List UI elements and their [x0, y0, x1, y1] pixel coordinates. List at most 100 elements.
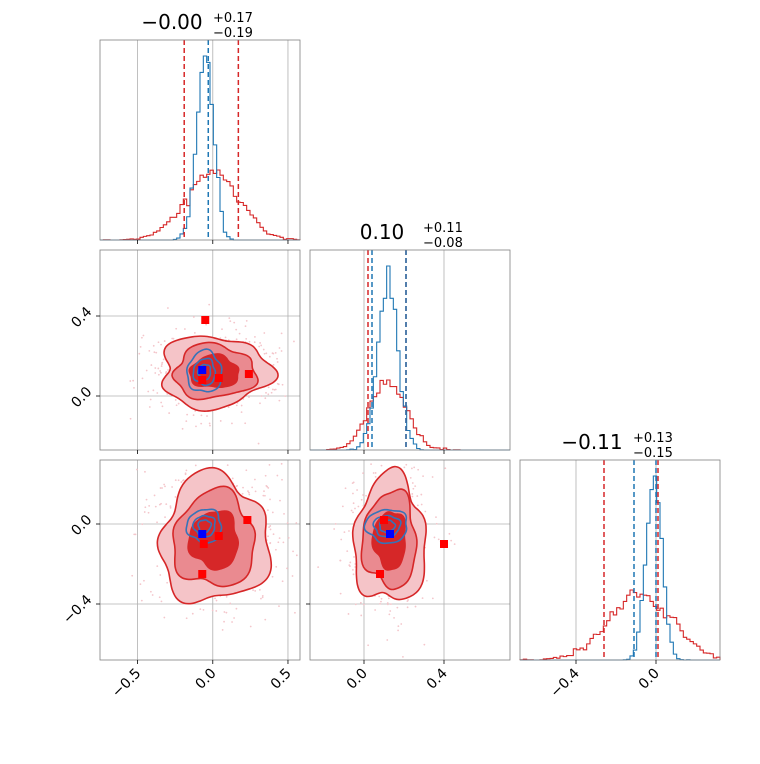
scatter-point — [380, 464, 383, 467]
scatter-point — [268, 463, 271, 466]
scatter-point — [177, 479, 180, 482]
scatter-point — [410, 467, 413, 470]
scatter-point — [264, 618, 267, 621]
scatter-point — [223, 620, 225, 623]
x-tick-label: 0.0 — [344, 666, 371, 693]
scatter-point — [141, 336, 143, 339]
scatter-point — [380, 600, 382, 603]
scatter-point — [160, 401, 163, 404]
scatter-point — [397, 625, 400, 628]
scatter-point — [161, 405, 164, 408]
scatter-point — [185, 617, 188, 620]
scatter-point — [150, 364, 153, 366]
scatter-point — [141, 523, 144, 526]
marker-reference — [199, 540, 208, 548]
scatter-point — [380, 597, 383, 600]
scatter-point — [261, 594, 264, 597]
scatter-point — [448, 532, 451, 535]
scatter-point — [223, 611, 226, 613]
scatter-point — [339, 559, 342, 562]
scatter-point — [264, 474, 267, 477]
scatter-point — [257, 442, 260, 445]
scatter-point — [268, 526, 271, 529]
y-tick-label: 0.0 — [68, 512, 95, 539]
scatter-point — [277, 541, 280, 544]
scatter-point — [348, 564, 351, 567]
scatter-point — [263, 332, 266, 334]
scatter-point — [133, 533, 136, 536]
scatter-point — [139, 583, 142, 586]
scatter-point — [260, 395, 263, 397]
scatter-point — [160, 343, 162, 346]
scatter-point — [259, 402, 261, 405]
scatter-point — [258, 588, 261, 591]
scatter-point — [286, 522, 289, 524]
scatter-point — [437, 538, 440, 541]
scatter-point — [156, 392, 159, 394]
marker-reference — [243, 516, 252, 524]
scatter-point — [397, 629, 399, 632]
marker-reference — [198, 570, 207, 578]
scatter-point — [416, 495, 419, 497]
scatter-point — [271, 388, 274, 391]
scatter-point — [412, 487, 415, 490]
scatter-point — [431, 597, 434, 600]
scatter-point — [192, 414, 195, 417]
scatter-point — [450, 539, 453, 542]
scatter-point — [267, 487, 270, 489]
scatter-point — [262, 348, 265, 351]
panel-frame — [309, 459, 511, 661]
scatter-point — [269, 498, 271, 501]
scatter-point — [252, 444, 254, 446]
contour-overlay-level-3 — [197, 519, 213, 534]
scatter-point — [245, 469, 248, 472]
scatter-point — [267, 509, 269, 512]
contour-overlay-level-2 — [191, 514, 216, 538]
contour-group — [317, 455, 456, 658]
scatter-point — [254, 590, 257, 592]
scatter-point — [374, 475, 377, 478]
panel-0-0: −0.00 +0.17−0.19 — [99, 10, 301, 241]
scatter-point — [140, 599, 143, 602]
marker-reference — [376, 570, 384, 578]
scatter-point — [261, 596, 264, 599]
scatter-point — [422, 475, 424, 477]
marker-reference — [214, 532, 223, 540]
panel-2-1 — [309, 455, 511, 661]
scatter-point — [291, 575, 294, 577]
scatter-point — [403, 466, 406, 469]
scatter-point — [156, 521, 158, 524]
scatter-point — [219, 420, 222, 422]
scatter-point — [420, 503, 423, 506]
scatter-point — [175, 404, 178, 407]
panel-frame — [99, 249, 301, 451]
scatter-point — [154, 367, 157, 369]
scatter-point — [227, 406, 230, 409]
scatter-point — [152, 389, 155, 392]
scatter-point — [245, 337, 248, 340]
scatter-point — [264, 494, 266, 497]
scatter-point — [157, 367, 160, 370]
scatter-point — [274, 351, 277, 354]
x-tick-label: 0.0 — [193, 666, 220, 693]
scatter-point — [233, 617, 235, 619]
scatter-point — [406, 606, 409, 609]
scatter-point — [211, 609, 214, 612]
scatter-point — [175, 327, 178, 330]
x-tick-label: −0.4 — [547, 665, 582, 700]
scatter-point — [271, 352, 274, 355]
scatter-point — [247, 490, 249, 492]
scatter-point — [231, 621, 233, 623]
scatter-point — [389, 603, 392, 606]
scatter-point — [391, 455, 393, 457]
scatter-point — [374, 472, 377, 474]
scatter-point — [208, 422, 211, 425]
scatter-point — [153, 351, 156, 354]
scatter-point — [281, 383, 284, 386]
scatter-point — [161, 361, 164, 364]
scatter-point — [215, 610, 218, 612]
scatter-point — [278, 347, 281, 349]
scatter-point — [168, 412, 171, 414]
